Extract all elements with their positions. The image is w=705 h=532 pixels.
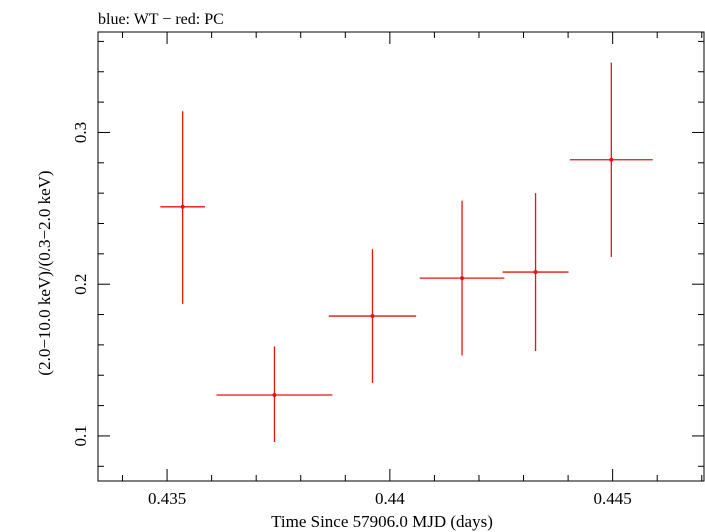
x-tick-label: 0.445 [594,489,632,508]
data-point [328,249,417,383]
point-marker [609,157,614,162]
data-point [160,111,205,304]
x-tick-label: 0.435 [148,489,186,508]
data-point [419,200,505,356]
data-point [569,62,653,257]
point-marker [460,276,465,281]
y-axis-label: (2.0−10.0 keV)/(0.3−2.0 keV) [35,170,54,375]
y-tick-labels: 0.1 0.2 0.3 [71,122,90,447]
x-tick-labels: 0.435 0.44 0.445 [148,489,632,508]
data-points [160,62,653,443]
plot-frame [97,31,705,482]
chart-title: blue: WT − red: PC [98,11,224,28]
y-tick-label: 0.1 [71,425,90,446]
y-tick-label: 0.2 [71,274,90,295]
y-tick-label: 0.3 [71,122,90,143]
x-axis-label: Time Since 57906.0 MJD (days) [271,512,493,531]
point-marker [533,270,538,275]
data-point [216,346,333,443]
data-point [502,193,569,351]
point-marker [370,314,375,319]
x-tick-label: 0.44 [375,489,405,508]
point-marker [180,204,185,209]
point-marker [272,392,277,397]
axis-ticks [98,32,704,481]
